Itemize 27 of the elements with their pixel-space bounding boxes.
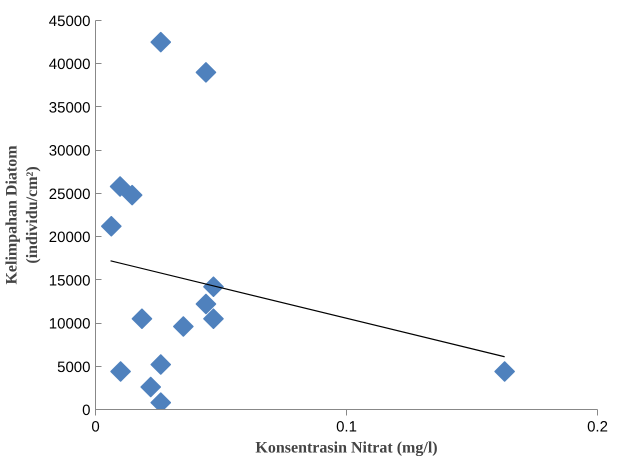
point bbox=[140, 376, 162, 398]
point bbox=[150, 32, 172, 53]
point bbox=[100, 216, 122, 237]
x-tick-label: 0.1 bbox=[336, 418, 357, 436]
point bbox=[150, 354, 172, 375]
point bbox=[110, 361, 131, 382]
y-tick-label: 30000 bbox=[48, 142, 91, 160]
y-tick-label: 45000 bbox=[48, 13, 91, 30]
point bbox=[203, 308, 224, 330]
point bbox=[494, 361, 516, 382]
y-tick-label: 35000 bbox=[48, 99, 91, 116]
y-tick-label: 15000 bbox=[48, 272, 91, 290]
point bbox=[196, 294, 216, 314]
y-tick-label: 10000 bbox=[48, 316, 91, 333]
point bbox=[196, 62, 216, 83]
y-axis-title: Kelimpahan Diatom (individu/cm²) bbox=[3, 144, 41, 285]
y-tick-label: 5000 bbox=[57, 358, 91, 376]
x-axis-title: Konsentrasin Nitrat (mg/l) bbox=[255, 440, 438, 456]
point bbox=[132, 308, 152, 330]
point bbox=[172, 316, 194, 337]
y-tick-label: 20000 bbox=[48, 229, 91, 246]
y-tick-label: 0 bbox=[82, 402, 90, 419]
y-tick-label: 40000 bbox=[48, 56, 91, 74]
y-tick-label: 25000 bbox=[48, 186, 91, 203]
point bbox=[110, 176, 130, 197]
point bbox=[122, 184, 143, 206]
x-tick-label: 0.2 bbox=[587, 418, 608, 436]
